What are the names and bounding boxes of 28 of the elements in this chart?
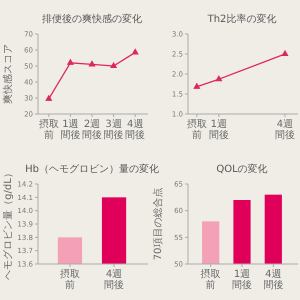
- chart-title: QOLの変化: [216, 163, 268, 175]
- point: [66, 58, 74, 65]
- x-tick-label: 2週間後: [82, 119, 102, 141]
- y-axis-title: 爽快感スコア: [2, 44, 14, 104]
- x-tick-label: 4週間後: [104, 269, 124, 291]
- x-tick-label: 摂取前: [38, 118, 59, 141]
- x-tick-label: 1週間後: [208, 119, 229, 141]
- point: [88, 60, 96, 66]
- x-tick-label: 3週間後: [104, 119, 124, 141]
- x-tick-label: 摂取前: [186, 118, 207, 141]
- point: [215, 75, 222, 82]
- x-tick-label: 4週間後: [263, 269, 284, 291]
- chart-title: 排便後の爽快感の変化: [42, 13, 142, 25]
- point: [193, 82, 200, 89]
- x-tick-label: 4週間後: [274, 119, 295, 141]
- x-tick-label: 4週間後: [125, 119, 146, 141]
- point: [281, 50, 289, 56]
- y-axis-title: ヘモグロビン量（g/dL）: [3, 168, 14, 280]
- point: [132, 48, 139, 54]
- x-tick-label: 1週間後: [60, 119, 80, 141]
- chart-title: Hb（ヘモグロビン）量の変化: [25, 163, 159, 175]
- point: [110, 62, 118, 68]
- y-axis-title: 70項目の総合点: [152, 188, 164, 260]
- chart-title: Th2比率の変化: [206, 13, 276, 25]
- point: [45, 94, 52, 101]
- x-tick-label: 摂取前: [200, 268, 221, 291]
- x-tick-label: 摂取前: [60, 268, 80, 291]
- x-tick-label: 1週間後: [232, 269, 252, 291]
